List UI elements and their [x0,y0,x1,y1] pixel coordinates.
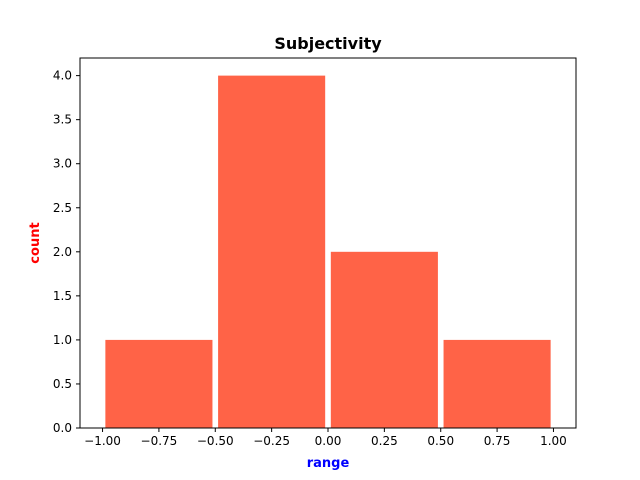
histogram-bar-3 [443,339,551,428]
bars-group [105,75,551,428]
y-axis-ticks: 0.0 0.5 1.0 1.5 2.0 2.5 3.0 3.5 4.0 [53,69,80,435]
histogram-bar-1 [218,75,326,428]
y-tick-label: 1.0 [53,333,72,347]
x-tick-label: −0.25 [253,434,290,448]
y-tick-label: 1.5 [53,289,72,303]
x-tick-label: 1.00 [540,434,567,448]
x-tick-label: 0.75 [484,434,511,448]
y-tick-label: 3.5 [53,113,72,127]
x-axis-ticks: −1.00 −0.75 −0.50 −0.25 0.00 0.25 0.50 0.75 1.00 [84,428,567,448]
y-tick-label: 4.0 [53,69,72,83]
chart-title: Subjectivity [274,34,382,53]
x-tick-label: −1.00 [84,434,121,448]
y-tick-label: 3.0 [53,157,72,171]
x-axis-label: range [307,456,350,471]
y-tick-label: 2.0 [53,245,72,259]
x-tick-label: −0.50 [197,434,234,448]
y-axis-label: count [28,222,43,263]
x-tick-label: 0.50 [427,434,454,448]
y-tick-label: 0.0 [53,421,72,435]
x-tick-label: 0.25 [371,434,398,448]
x-tick-label: 0.00 [315,434,342,448]
histogram-bar-2 [330,251,438,428]
y-tick-label: 2.5 [53,201,72,215]
y-tick-label: 0.5 [53,377,72,391]
histogram-bar-0 [105,339,213,428]
x-tick-label: −0.75 [141,434,178,448]
